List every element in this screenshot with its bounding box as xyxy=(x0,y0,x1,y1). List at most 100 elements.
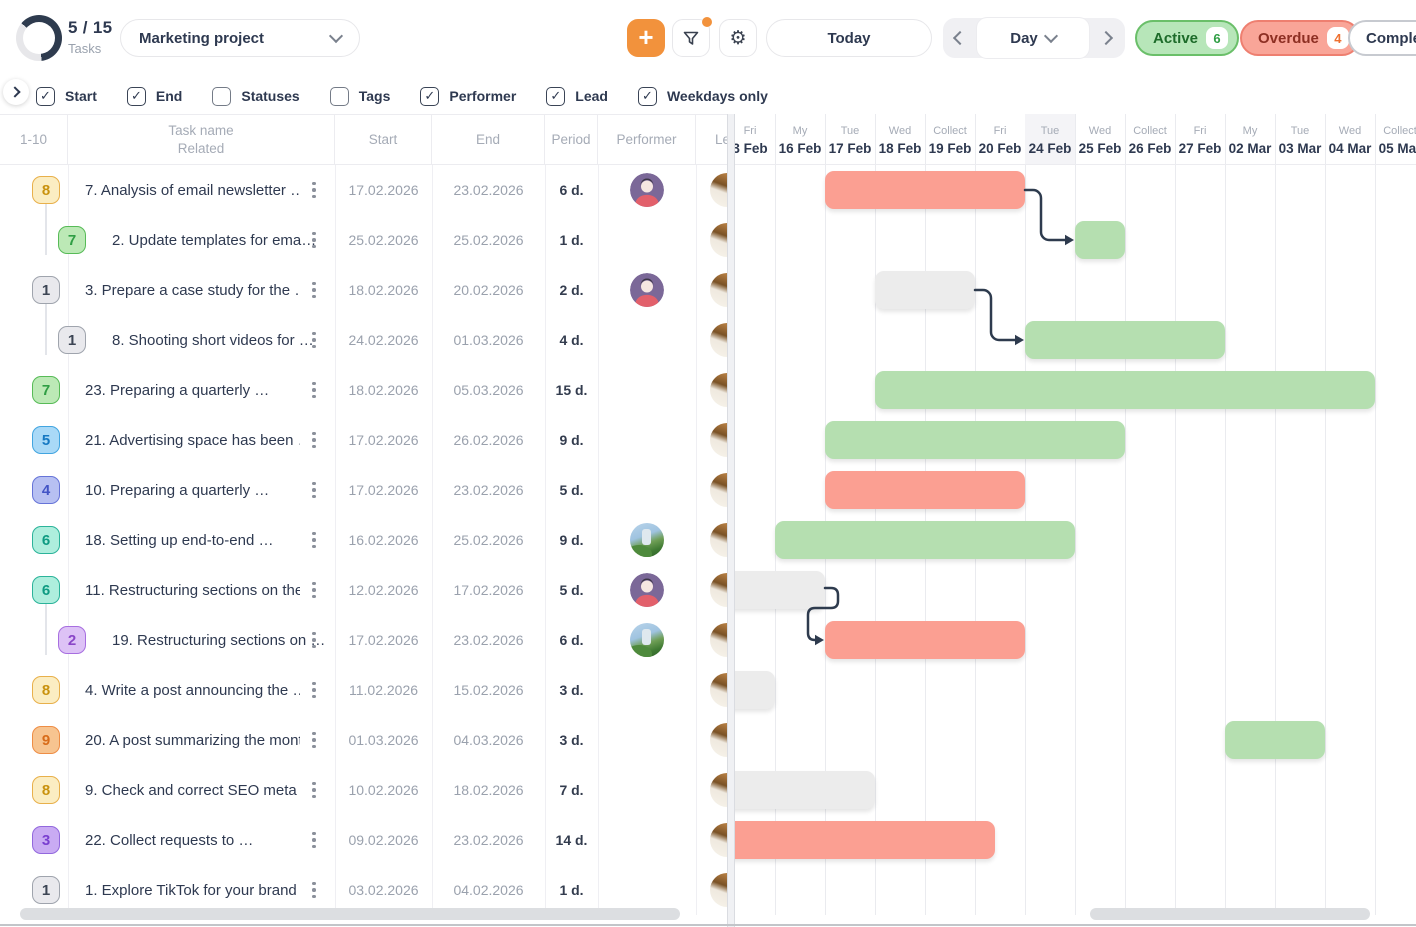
task-title[interactable]: 22. Collect requests to … xyxy=(85,831,254,849)
task-title[interactable]: 20. A post summarizing the mont… xyxy=(85,731,300,749)
gantt-bar[interactable] xyxy=(875,271,975,309)
table-row[interactable]: 1 1. Explore TikTok for your brand 03.02.2… xyxy=(0,865,727,915)
filter-pill-complete[interactable]: Complete xyxy=(1348,20,1416,56)
settings-button[interactable]: ⚙ xyxy=(719,19,757,57)
checkbox-box[interactable]: ✓ xyxy=(126,86,146,106)
zoom-level-selector[interactable]: Day xyxy=(977,18,1089,58)
gantt-bar[interactable] xyxy=(735,771,875,809)
table-row[interactable]: 8 9. Check and correct SEO meta … 10.02.20… xyxy=(0,765,727,815)
task-title[interactable]: 21. Advertising space has been … xyxy=(85,431,300,449)
gantt-bar[interactable] xyxy=(825,171,1025,209)
today-button[interactable]: Today xyxy=(766,19,932,57)
task-title[interactable]: 11. Restructuring sections on the … xyxy=(85,581,300,599)
gantt-bar[interactable] xyxy=(875,371,1375,409)
prev-period-button[interactable] xyxy=(943,18,977,58)
checkbox-statuses[interactable]: Statuses xyxy=(212,86,300,106)
table-row[interactable]: 9 20. A post summarizing the mont… 01.03.2… xyxy=(0,715,727,765)
checkbox-performer[interactable]: ✓ Performer xyxy=(420,86,516,106)
table-row[interactable]: 7 23. Preparing a quarterly … 18.02.2026 05… xyxy=(0,365,727,415)
panel-splitter[interactable] xyxy=(727,114,735,927)
row-menu-button[interactable] xyxy=(308,478,320,502)
checkbox-end[interactable]: ✓ End xyxy=(126,86,182,106)
checkbox-tags[interactable]: Tags xyxy=(329,86,390,106)
column-header-period[interactable]: Period xyxy=(545,115,598,164)
gantt-bar[interactable] xyxy=(1075,221,1125,259)
task-title[interactable]: 18. Setting up end-to-end … xyxy=(85,531,274,549)
task-period: 4 d. xyxy=(559,332,584,348)
row-menu-button[interactable] xyxy=(308,178,320,202)
checkbox-box[interactable]: ✓ xyxy=(36,86,55,106)
gantt-horizontal-scrollbar[interactable] xyxy=(1090,908,1370,920)
table-row[interactable]: 7 2. Update templates for ema… 25.02.2026 2… xyxy=(0,201,727,265)
task-title[interactable]: 23. Preparing a quarterly … xyxy=(85,381,270,399)
filter-pill-overdue[interactable]: Overdue 4 xyxy=(1240,20,1360,56)
task-title[interactable]: 4. Write a post announcing the … xyxy=(85,681,300,699)
add-task-button[interactable]: + xyxy=(627,19,665,57)
column-header-end[interactable]: End xyxy=(432,115,545,164)
project-selector[interactable]: Marketing project xyxy=(120,19,360,57)
checkbox-box[interactable]: ✓ xyxy=(420,86,440,106)
task-title[interactable]: 8. Shooting short videos for … xyxy=(112,331,314,349)
column-header-performer[interactable]: Performer xyxy=(598,115,696,164)
task-title[interactable]: 3. Prepare a case study for the … xyxy=(85,281,300,299)
column-header-lead[interactable]: Lead xyxy=(715,131,727,147)
gantt-bar[interactable] xyxy=(1225,721,1325,759)
row-menu-button[interactable] xyxy=(308,728,320,752)
gantt-bar[interactable] xyxy=(775,521,1075,559)
task-title[interactable]: 1. Explore TikTok for your brand xyxy=(85,881,297,899)
table-row[interactable]: 4 10. Preparing a quarterly … 17.02.2026 23… xyxy=(0,465,727,515)
table-row[interactable]: 6 18. Setting up end-to-end … 16.02.2026 25… xyxy=(0,515,727,565)
table-row[interactable]: 3 22. Collect requests to … 09.02.2026 23.0… xyxy=(0,815,727,865)
row-menu-button[interactable] xyxy=(308,278,320,302)
checkbox-box[interactable]: ✓ xyxy=(637,86,657,106)
task-title[interactable]: 19. Restructuring sections on … xyxy=(112,631,326,649)
row-menu-button[interactable] xyxy=(308,228,320,252)
column-header-start[interactable]: Start xyxy=(335,115,432,164)
day-weekday-label: My xyxy=(792,124,808,137)
table-row[interactable]: 2 19. Restructuring sections on … 17.02.20… xyxy=(0,601,727,665)
gantt-bar[interactable] xyxy=(735,571,825,609)
row-menu-button[interactable] xyxy=(308,378,320,402)
checkbox-box[interactable] xyxy=(329,86,349,106)
gantt-bar[interactable] xyxy=(735,821,995,859)
row-menu-button[interactable] xyxy=(308,578,320,602)
table-row[interactable]: 1 3. Prepare a case study for the … 18.02.… xyxy=(0,265,727,315)
row-menu-button[interactable] xyxy=(308,828,320,852)
table-horizontal-scrollbar[interactable] xyxy=(20,908,680,920)
task-title[interactable]: 7. Analysis of email newsletter … xyxy=(85,181,300,199)
row-menu-button[interactable] xyxy=(308,528,320,552)
gantt-bar[interactable] xyxy=(825,621,1025,659)
gantt-bar[interactable] xyxy=(825,421,1125,459)
task-title[interactable]: 9. Check and correct SEO meta … xyxy=(85,781,300,799)
row-menu-button[interactable] xyxy=(308,778,320,802)
task-start-date: 03.02.2026 xyxy=(348,882,419,898)
checkbox-box[interactable] xyxy=(212,86,232,106)
checkbox-weekdays-only[interactable]: ✓ Weekdays only xyxy=(637,86,768,106)
row-menu-button[interactable] xyxy=(308,878,320,902)
row-menu-button[interactable] xyxy=(308,328,320,352)
task-title[interactable]: 2. Update templates for ema… xyxy=(112,231,317,249)
row-menu-button[interactable] xyxy=(308,678,320,702)
table-row[interactable]: 8 7. Analysis of email newsletter … 17.02.… xyxy=(0,165,727,215)
table-row[interactable]: 6 11. Restructuring sections on the … 12.0… xyxy=(0,565,727,615)
checkbox-start[interactable]: ✓ Start xyxy=(36,86,97,106)
table-row[interactable]: 1 8. Shooting short videos for … 24.02.202… xyxy=(0,301,727,365)
table-row[interactable]: 5 21. Advertising space has been … 17.02.2… xyxy=(0,415,727,465)
animal-avatar xyxy=(710,423,727,457)
filter-pill-active[interactable]: Active 6 xyxy=(1135,20,1240,56)
row-menu-button[interactable] xyxy=(308,628,320,652)
checkbox-box[interactable]: ✓ xyxy=(546,86,566,106)
filter-button[interactable] xyxy=(672,17,712,57)
arrowhead-icon xyxy=(1015,334,1024,346)
gantt-bar[interactable] xyxy=(1025,321,1225,359)
checkbox-lead[interactable]: ✓ Lead xyxy=(546,86,608,106)
expand-panel-button[interactable] xyxy=(3,79,29,105)
next-period-button[interactable] xyxy=(1089,18,1123,58)
gantt-bar[interactable] xyxy=(735,671,775,709)
task-title[interactable]: 10. Preparing a quarterly … xyxy=(85,481,270,499)
gantt-bar[interactable] xyxy=(825,471,1025,509)
column-header-taskname[interactable]: Task name Related xyxy=(68,115,335,164)
table-row[interactable]: 8 4. Write a post announcing the … 11.02.2… xyxy=(0,665,727,715)
row-menu-button[interactable] xyxy=(308,428,320,452)
project-name: Marketing project xyxy=(139,29,265,47)
